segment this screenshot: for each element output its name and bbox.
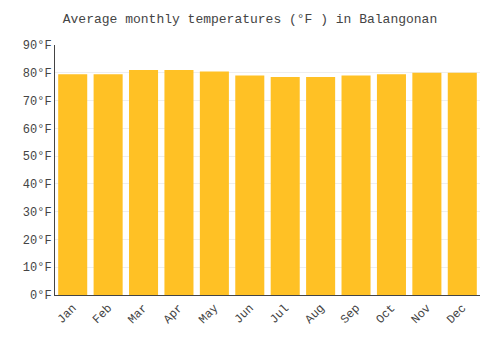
- svg-text:80°F: 80°F: [23, 67, 52, 81]
- svg-text:Average monthly temperatures (: Average monthly temperatures (°F ) in Ba…: [63, 12, 437, 27]
- svg-text:Jun: Jun: [232, 302, 257, 327]
- svg-text:40°F: 40°F: [23, 178, 52, 192]
- svg-text:20°F: 20°F: [23, 234, 52, 248]
- svg-text:90°F: 90°F: [23, 39, 52, 53]
- svg-text:Mar: Mar: [125, 302, 150, 327]
- svg-text:May: May: [196, 302, 221, 327]
- svg-text:30°F: 30°F: [23, 206, 52, 220]
- svg-text:Nov: Nov: [409, 302, 434, 327]
- svg-text:60°F: 60°F: [23, 123, 52, 137]
- svg-text:70°F: 70°F: [23, 95, 52, 109]
- svg-text:Sep: Sep: [338, 302, 363, 327]
- svg-text:0°F: 0°F: [30, 289, 52, 303]
- svg-text:Jul: Jul: [267, 302, 292, 327]
- svg-text:Feb: Feb: [90, 302, 115, 327]
- svg-text:10°F: 10°F: [23, 261, 52, 275]
- svg-text:50°F: 50°F: [23, 150, 52, 164]
- svg-text:Dec: Dec: [444, 302, 469, 327]
- svg-text:Aug: Aug: [303, 302, 328, 327]
- svg-text:Oct: Oct: [373, 302, 398, 327]
- svg-text:Apr: Apr: [161, 302, 186, 327]
- svg-text:Jan: Jan: [55, 302, 80, 327]
